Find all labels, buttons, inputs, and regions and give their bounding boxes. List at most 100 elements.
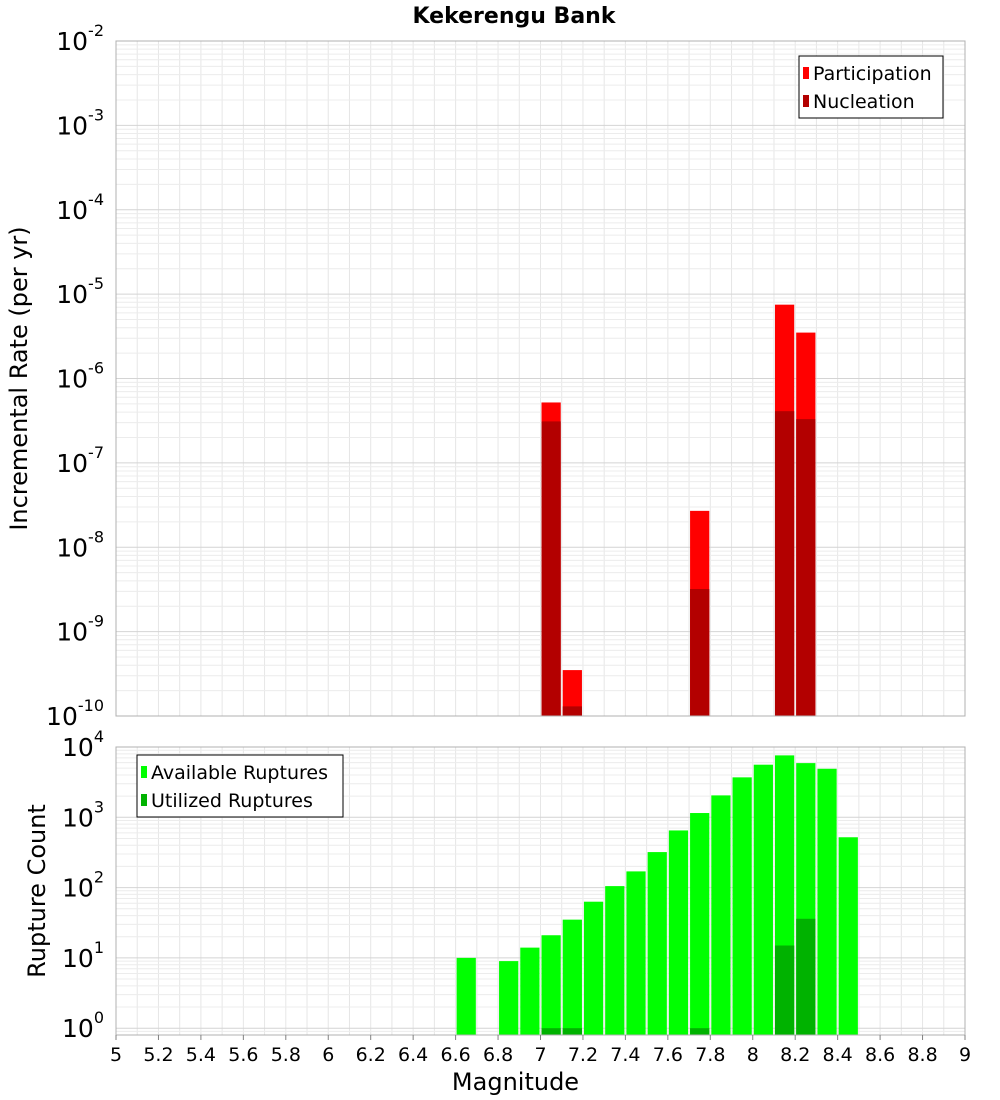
y-tick-exponent: -3 [88,105,104,124]
y-tick-exponent: 4 [94,727,104,746]
y-tick-label: 10-4 [56,190,104,225]
y-tick-label: 10-10 [46,696,104,731]
bar-available-ruptures [690,813,710,1035]
y-tick-exponent: -5 [88,274,104,293]
y-tick-base: 10 [56,196,88,225]
y-tick-exponent: -7 [88,443,104,462]
x-tick-label: 7.8 [695,1044,725,1066]
x-tick-label: 8.4 [823,1044,853,1066]
y-tick-base: 10 [62,944,94,973]
x-tick-label: 6.6 [440,1044,470,1066]
x-tick-label: 8.8 [907,1044,937,1066]
y-tick-base: 10 [62,874,94,903]
x-tick-label: 6.2 [356,1044,386,1066]
y-tick-exponent: -4 [88,190,104,209]
bar-utilized-ruptures [562,1028,582,1035]
y-tick-base: 10 [56,365,88,394]
bar-available-ruptures [562,919,582,1035]
bar-available-ruptures [817,768,837,1035]
bar-available-ruptures [647,852,667,1035]
y-tick-exponent: 1 [94,938,104,957]
x-tick-label: 8.6 [865,1044,895,1066]
y-tick-exponent: 3 [94,797,104,816]
x-tick-label: 9 [959,1044,971,1066]
x-tick-label: 8 [747,1044,759,1066]
y-tick-label: 100 [62,1008,104,1043]
y-tick-label: 10-2 [56,21,104,56]
y-tick-exponent: -8 [88,527,104,546]
legend-label-available-ruptures: Available Ruptures [151,762,328,784]
y-tick-exponent: -2 [88,21,104,40]
y-tick-base: 10 [56,280,88,309]
y-tick-exponent: 2 [94,868,104,887]
x-tick-label: 7.4 [610,1044,640,1066]
grid [115,40,966,717]
x-axis-label: Magnitude [452,1068,579,1096]
bar-available-ruptures [668,830,689,1035]
bar-nucleation [541,421,561,716]
y-tick-base: 10 [56,27,88,56]
legend-swatch-available-ruptures [141,766,147,778]
x-tick-label: 5.4 [186,1044,216,1066]
y-tick-label: 10-6 [56,359,104,394]
legend-swatch-participation [803,67,809,79]
bar-available-ruptures [605,886,625,1035]
bar-available-ruptures [732,777,752,1035]
x-tick-label: 5.8 [271,1044,301,1066]
legend-swatch-utilized-ruptures [141,794,147,806]
bar-available-ruptures [541,935,561,1035]
legend-label-utilized-ruptures: Utilized Ruptures [151,790,313,812]
x-tick-label: 7 [534,1044,546,1066]
y-tick-exponent: -6 [88,359,104,378]
y-tick-label: 101 [62,938,104,973]
y-tick-base: 10 [62,1014,94,1043]
bar-available-ruptures [499,961,519,1035]
bars [541,304,816,716]
y-tick-base: 10 [56,111,88,140]
x-tick-label: 6.8 [483,1044,513,1066]
chart-title: Kekerengu Bank [413,4,617,29]
y-tick-base: 10 [56,618,88,647]
y-axis-label: Incremental Rate (per yr) [5,226,33,530]
bar-utilized-ruptures [690,1028,710,1035]
y-tick-label: 10-8 [56,527,104,562]
x-tick-labels: 5 5.2 5.4 5.6 5.8 6 6.2 6.4 6.6 6.8 7 7.2 7.4 7.6 7.8 8… [110,1035,971,1066]
y-tick-label: 10-9 [56,612,104,647]
y-tick-base: 10 [46,702,78,731]
bar-available-ruptures [583,901,604,1035]
y-tick-label: 103 [62,797,104,832]
bar-utilized-ruptures [774,945,795,1035]
bar-available-ruptures [753,764,773,1035]
y-tick-label: 10-7 [56,443,104,478]
bar-nucleation [796,419,816,716]
y-tick-base: 10 [62,803,94,832]
y-tick-label: 10-3 [56,105,104,140]
bars [456,755,858,1035]
legend: Participation Nucleation [798,55,944,119]
y-tick-base: 10 [62,733,94,762]
bar-nucleation [562,706,582,716]
y-tick-exponent: -9 [88,612,104,631]
y-tick-label: 10-5 [56,274,104,309]
y-tick-label: 102 [62,868,104,903]
x-tick-label: 7.6 [653,1044,683,1066]
legend: Available Ruptures Utilized Ruptures [136,754,344,818]
legend-swatch-nucleation [803,95,809,107]
x-tick-label: 5.6 [228,1044,258,1066]
x-tick-label: 8.2 [780,1044,810,1066]
legend-box [136,754,344,818]
bar-nucleation [774,411,795,716]
plot-border [115,40,966,717]
bar-available-ruptures [626,871,646,1035]
bar-nucleation [690,589,710,716]
x-tick-label: 5.2 [143,1044,173,1066]
bar-available-ruptures [456,957,476,1035]
x-tick-label: 6.4 [398,1044,428,1066]
bar-available-ruptures [711,795,731,1035]
rate-plot: 10-1010-910-810-710-610-510-410-310-2Inc… [5,21,966,731]
y-tick-base: 10 [56,449,88,478]
bar-available-ruptures [838,837,858,1035]
